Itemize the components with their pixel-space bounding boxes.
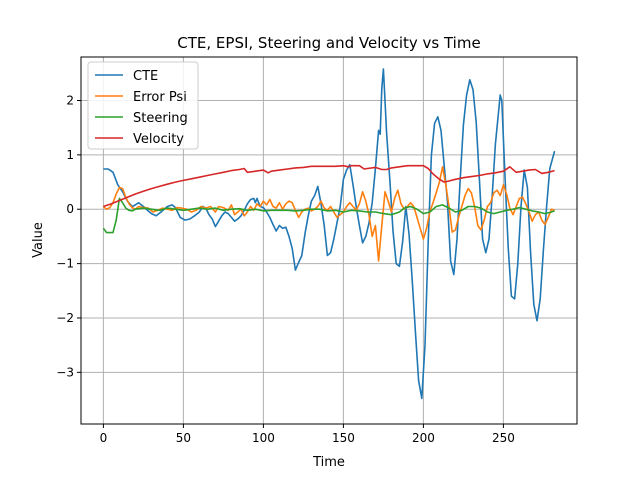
plot-frame [80, 56, 578, 425]
legend-label: Error Psi [133, 90, 187, 105]
chart-title: CTE, EPSI, Steering and Velocity vs Time [177, 34, 480, 52]
x-tick-label: 250 [492, 431, 515, 445]
x-tick-label: 50 [176, 431, 191, 445]
x-tick-label: 100 [252, 431, 275, 445]
y-tick-label: 0 [66, 202, 74, 216]
legend-label: Steering [133, 111, 188, 126]
series-line-steering [102, 197, 555, 234]
y-tick-label: 1 [66, 148, 74, 162]
legend-label: CTE [133, 69, 158, 84]
series-line-velocity [103, 164, 555, 208]
y-tick-label: −2 [56, 311, 74, 325]
legend-label: Velocity [133, 132, 184, 147]
axis-ticks: 0 50 100 150 200 250 −3 −2 −1 0 1 2 [56, 93, 515, 445]
y-tick-label: −3 [56, 365, 74, 379]
x-tick-label: 0 [100, 431, 108, 445]
x-axis-label: Time [312, 455, 345, 470]
y-tick-label: 2 [66, 93, 74, 107]
x-tick-label: 150 [332, 431, 355, 445]
y-tick-label: −1 [56, 257, 74, 271]
legend-box [87, 61, 199, 150]
y-axis-label: Value [31, 222, 46, 258]
series-lines [102, 68, 556, 400]
x-tick-label: 200 [412, 431, 435, 445]
legend: CTE Error Psi Steering Velocity [87, 61, 199, 150]
